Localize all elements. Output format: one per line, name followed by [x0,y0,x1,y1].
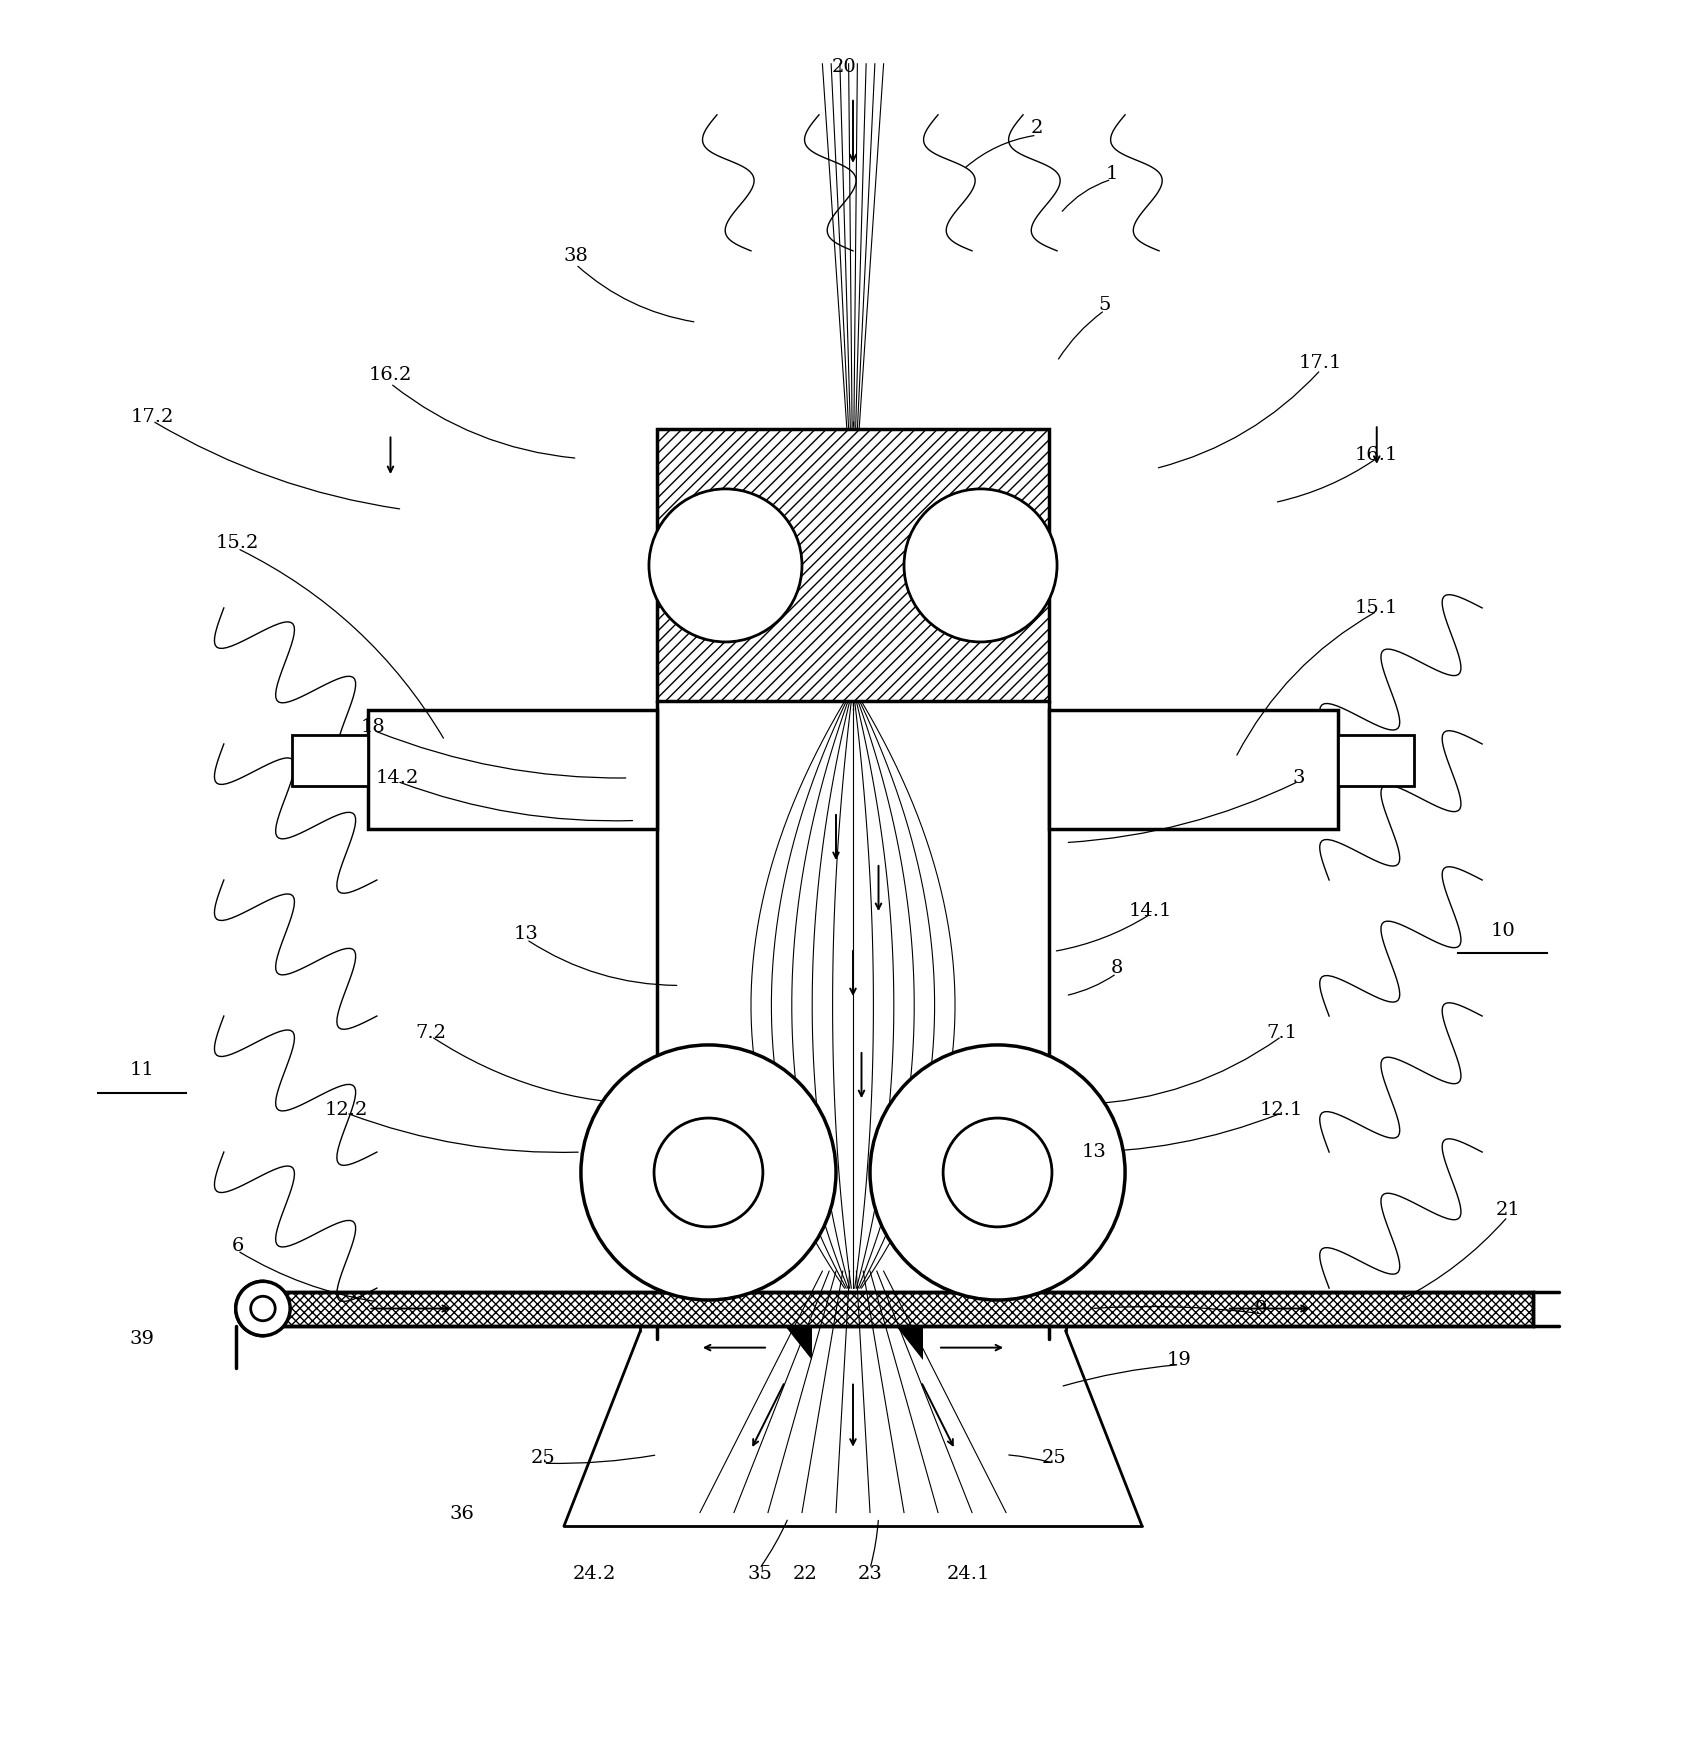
Bar [292,736,368,787]
Text: 20: 20 [832,58,856,76]
Text: 17.2: 17.2 [131,408,174,426]
Text: 24.1: 24.1 [946,1565,989,1582]
Text: 2: 2 [1030,120,1042,137]
Text: 22: 22 [793,1565,817,1582]
Circle shape [653,1118,762,1227]
Bar [368,709,656,829]
Text: 25: 25 [530,1448,556,1468]
Text: 12.1: 12.1 [1258,1100,1303,1119]
Text: 17.1: 17.1 [1298,354,1342,371]
Text: 25: 25 [1040,1448,1066,1468]
Bar [1337,736,1413,787]
Text: 21: 21 [1494,1200,1519,1220]
Text: 35: 35 [747,1565,771,1582]
Text: 5: 5 [1098,296,1110,315]
Text: 14.2: 14.2 [375,769,419,787]
Circle shape [648,489,801,642]
Bar [656,429,1049,702]
Text: 18: 18 [361,718,385,736]
Text: 7.2: 7.2 [416,1024,447,1042]
Text: 7.1: 7.1 [1265,1024,1296,1042]
Bar [263,1292,1533,1325]
Bar [263,1292,1533,1325]
Text: 13: 13 [1081,1142,1107,1162]
Text: 12.2: 12.2 [324,1100,368,1119]
Text: 11: 11 [130,1061,155,1079]
Circle shape [235,1281,290,1336]
Circle shape [251,1297,275,1320]
Bar [1049,709,1337,829]
Text: 16.2: 16.2 [368,366,413,384]
Circle shape [904,489,1057,642]
Text: 36: 36 [448,1505,474,1522]
Polygon shape [784,1325,812,1359]
Text: 10: 10 [1490,922,1514,940]
Text: 1: 1 [1105,165,1117,183]
Text: 39: 39 [130,1331,155,1348]
Circle shape [870,1045,1124,1301]
Bar [656,429,1049,702]
Circle shape [581,1045,835,1301]
Text: 14.1: 14.1 [1129,901,1171,920]
Text: 8: 8 [1110,959,1122,977]
Text: 16.1: 16.1 [1354,445,1398,465]
Text: 38: 38 [563,246,588,266]
Text: 24.2: 24.2 [573,1565,616,1582]
Text: 6: 6 [232,1237,244,1255]
Text: 3: 3 [1291,769,1304,787]
Text: 13: 13 [513,926,539,943]
Text: 23: 23 [858,1565,881,1582]
Polygon shape [895,1325,922,1359]
Text: 15.2: 15.2 [215,535,259,553]
Text: 19: 19 [1166,1350,1192,1369]
Text: 9: 9 [1255,1299,1267,1318]
Circle shape [943,1118,1052,1227]
Text: 15.1: 15.1 [1354,598,1398,618]
